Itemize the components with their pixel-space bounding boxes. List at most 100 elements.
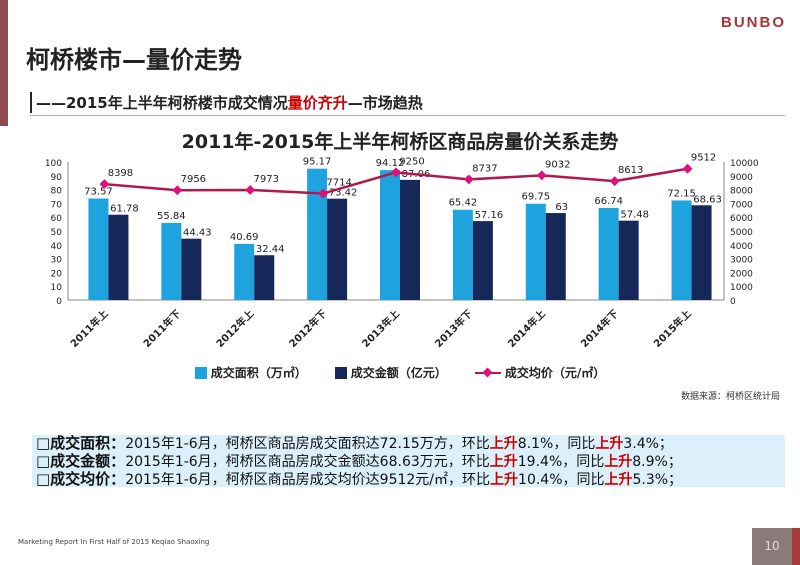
y-tick-label-right: 8000 [730, 187, 753, 197]
subtitle-post: —市场趋热 [347, 94, 423, 112]
bar-area [452, 209, 473, 300]
summary-value: 19.4%，同比 [517, 454, 605, 470]
price-marker [536, 170, 547, 181]
x-tick-label: 2012年上 [213, 307, 256, 350]
data-label-area: 66.74 [594, 196, 623, 207]
bar-area [161, 222, 182, 300]
rise-text: 上升 [489, 454, 518, 470]
data-label-area: 72.15 [667, 188, 696, 199]
y-tick-label-right: 4000 [730, 242, 753, 252]
bar-amount [400, 179, 420, 300]
bar-area [307, 168, 328, 300]
legend-label: 成交面积（万㎡） [210, 366, 307, 380]
x-tick-label: 2013年上 [359, 307, 402, 350]
data-label-amount: 61.78 [110, 204, 139, 215]
y-tick-label-left: 20 [51, 269, 63, 279]
price-marker [682, 163, 693, 174]
x-tick-label: 2014年上 [505, 307, 548, 350]
data-label-price: 9512 [691, 153, 716, 164]
summary-box: □成交面积：2015年1-6月，柯桥区商品房成交面积达72.15万方，环比上升8… [32, 434, 785, 489]
data-label-amount: 32.44 [256, 244, 285, 255]
bar-amount [327, 198, 348, 300]
summary-text: 2015年1-6月，柯桥区商品房成交均价达9512元/㎡，环比 [125, 472, 491, 488]
summary-label: □成交金额： [36, 452, 126, 470]
y-tick-label-left: 90 [51, 173, 63, 183]
legend-label: 成交均价（元/㎡） [504, 366, 606, 380]
data-label-amount: 57.48 [620, 210, 649, 221]
y-tick-label-right: 1000 [730, 283, 753, 293]
data-label-price: 7956 [181, 174, 206, 185]
summary-label: □成交面积： [36, 434, 126, 452]
y-tick-label-right: 2000 [730, 269, 753, 279]
y-tick-label-left: 30 [51, 256, 63, 266]
bar-amount [254, 255, 275, 300]
bar-amount [472, 221, 493, 300]
legend: 成交面积（万㎡） 成交金额（亿元） 成交均价（元/㎡） [0, 364, 800, 381]
subtitle: ——2015年上半年柯桥楼市成交情况量价齐升—市场趋热 [30, 92, 423, 113]
data-label-price: 7973 [253, 174, 278, 185]
x-tick-label: 2015年上 [651, 307, 694, 350]
summary-line: □成交均价：2015年1-6月，柯桥区商品房成交均价达9512元/㎡，环比上升1… [32, 471, 785, 489]
price-marker [245, 185, 256, 195]
x-tick-label: 2011年下 [140, 307, 183, 350]
data-label-area: 94.12 [376, 158, 405, 169]
price-marker [172, 185, 183, 196]
data-label-area: 65.42 [449, 198, 478, 209]
price-marker [463, 174, 474, 185]
summary-text: 2015年1-6月，柯桥区商品房成交面积达72.15万方，环比 [125, 436, 490, 452]
legend-swatch [334, 366, 347, 379]
data-source: 数据来源：柯桥区统计局 [680, 392, 780, 402]
data-label-price: 9250 [399, 156, 424, 167]
legend-item-price: 成交均价（元/㎡） [474, 364, 606, 381]
data-label-amount: 44.43 [183, 228, 212, 239]
data-label-area: 95.17 [303, 157, 332, 168]
y-tick-label-left: 0 [56, 297, 62, 307]
data-label-amount: 73.42 [329, 188, 358, 199]
y-tick-label-left: 50 [51, 228, 63, 238]
legend-swatch [194, 366, 207, 379]
bar-area [380, 170, 400, 300]
x-tick-label: 2014年下 [578, 307, 621, 350]
chart-title: 2011年-2015年上半年柯桥区商品房量价关系走势 [181, 131, 619, 153]
subtitle-highlight: 量价齐升 [287, 94, 348, 112]
bar-area [525, 203, 546, 300]
x-tick-label: 2012年下 [286, 307, 329, 350]
y-tick-label-right: 6000 [730, 214, 753, 224]
bar-area [598, 207, 619, 300]
data-label-price: 9032 [545, 159, 570, 170]
y-tick-label-left: 80 [51, 187, 63, 197]
data-label-area: 73.57 [84, 186, 113, 197]
summary-value: 8.9%； [632, 454, 682, 470]
divider [30, 115, 785, 116]
bar-amount [691, 205, 712, 300]
data-label-price: 8613 [618, 165, 643, 176]
y-tick-label-right: 10000 [730, 159, 759, 169]
y-tick-label-right: 7000 [730, 200, 753, 210]
data-label-area: 40.69 [230, 232, 259, 243]
rise-text: 上升 [595, 436, 624, 452]
summary-value: 10.4%，同比 [518, 472, 605, 488]
summary-value: 3.4%； [623, 436, 673, 452]
rise-text: 上升 [604, 472, 633, 488]
legend-line-marker [474, 367, 501, 377]
bar-amount [181, 238, 202, 300]
page-title: 柯桥楼市—量价走势 [26, 46, 242, 74]
rise-text: 上升 [490, 472, 519, 488]
y-tick-label-left: 100 [45, 159, 62, 169]
chart: 0102030405060708090100010002000300040005… [45, 153, 759, 350]
x-tick-label: 2013年下 [432, 307, 475, 350]
x-tick-label: 2011年上 [68, 307, 111, 350]
bar-amount [545, 213, 566, 300]
bar-amount [108, 214, 129, 300]
legend-label: 成交金额（亿元） [350, 366, 447, 380]
y-tick-label-right: 5000 [730, 228, 753, 238]
summary-value: 8.1%，同比 [517, 436, 596, 452]
y-tick-label-left: 10 [51, 283, 63, 293]
data-label-area: 69.75 [521, 192, 550, 203]
bar-area [234, 243, 255, 300]
data-label-price: 8737 [472, 163, 497, 174]
y-tick-label-right: 3000 [730, 256, 753, 266]
logo: BUNBO [721, 14, 786, 31]
data-label-amount: 68.63 [693, 194, 722, 205]
summary-value: 5.3%； [632, 472, 683, 488]
